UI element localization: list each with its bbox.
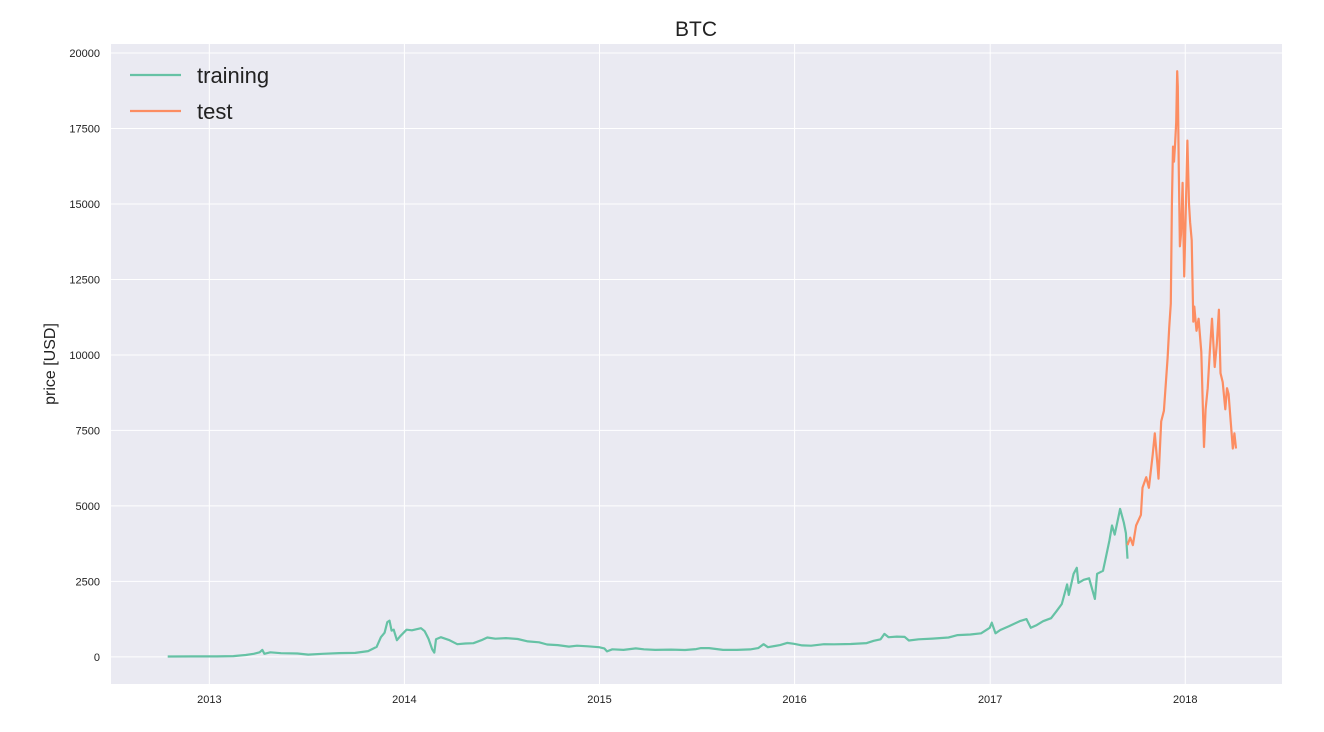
- x-tick-label: 2016: [782, 694, 806, 706]
- x-tick-label: 2017: [978, 694, 1002, 706]
- series-line-training: [167, 507, 1129, 658]
- y-tick-label: 10000: [69, 350, 100, 362]
- x-tick-label: 2018: [1173, 694, 1197, 706]
- legend-label-test: test: [197, 99, 232, 124]
- y-tick-label: 12500: [69, 274, 100, 286]
- y-tick-label: 20000: [69, 48, 100, 60]
- series-lines: [167, 70, 1238, 658]
- plot-area: [111, 44, 1282, 684]
- legend-label-training: training: [197, 63, 269, 88]
- series-line-test: [1126, 70, 1238, 547]
- legend: training test: [130, 63, 269, 124]
- y-tick-label: 17500: [69, 124, 100, 136]
- y-tick-label: 7500: [76, 425, 100, 437]
- x-tick-label: 2013: [197, 694, 221, 706]
- y-tick-label: 5000: [76, 501, 100, 513]
- grid-lines: [111, 44, 1282, 684]
- y-tick-label: 0: [94, 652, 100, 664]
- y-axis-ticks: 0 2500 5000 7500 10000 12500 15000 17500 20000: [69, 48, 100, 664]
- x-axis-ticks: 2013 2014 2015 2016 2017 2018: [197, 694, 1197, 706]
- x-tick-label: 2014: [392, 694, 416, 706]
- y-tick-label: 2500: [76, 576, 100, 588]
- y-tick-label: 15000: [69, 199, 100, 211]
- chart-title: BTC: [675, 18, 717, 41]
- y-axis-label: price [USD]: [42, 323, 59, 405]
- x-tick-label: 2015: [587, 694, 611, 706]
